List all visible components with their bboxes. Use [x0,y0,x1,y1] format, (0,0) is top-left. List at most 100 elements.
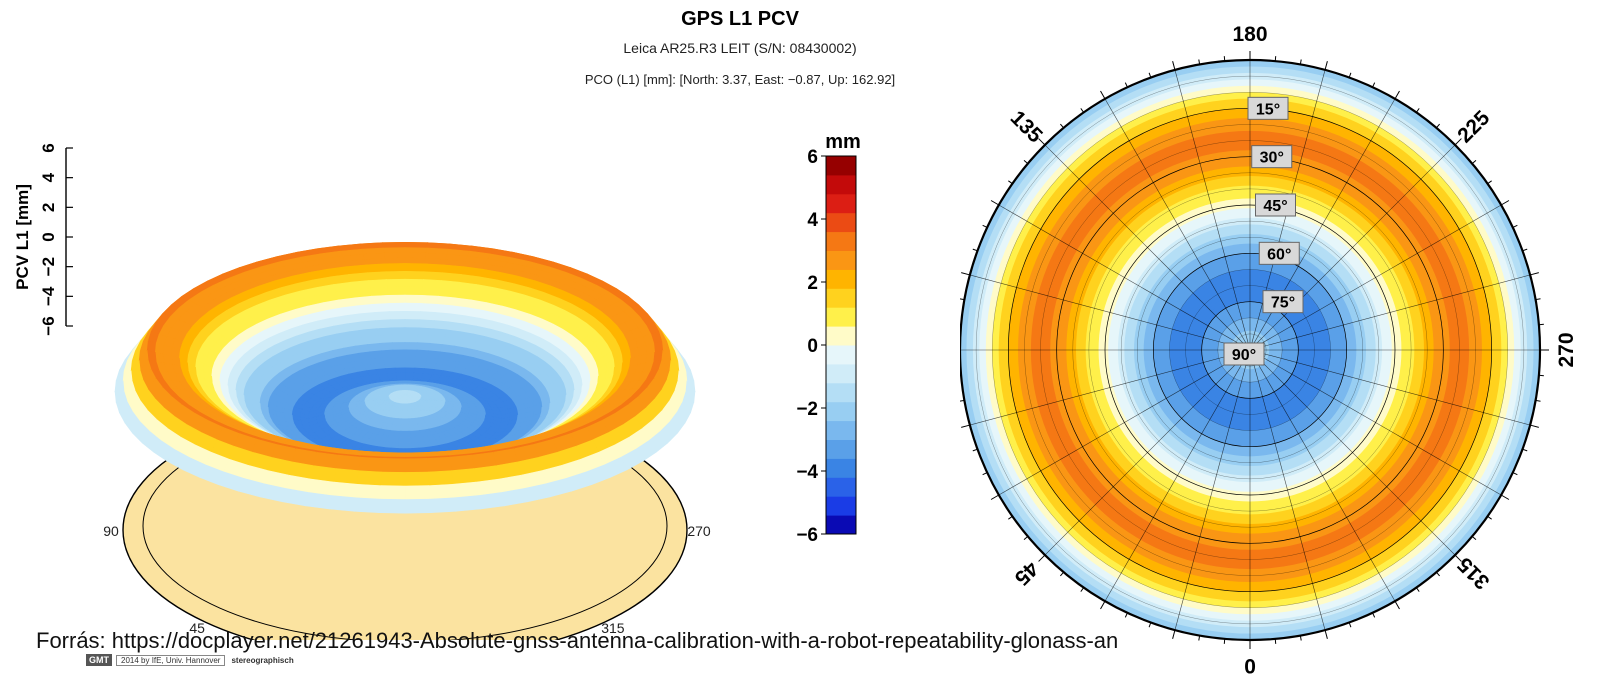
surface-facet [430,498,456,513]
surface-facet [391,443,399,449]
polar-frame-tick [1436,124,1439,128]
surface-facet [405,443,412,449]
surface-facet [400,425,405,431]
colorbar-unit: mm [825,131,861,153]
surface-facet [422,287,440,296]
surface-facet [386,271,405,279]
polar-elevation-label: 30° [1260,150,1284,167]
surface-facet [306,493,332,510]
surface-facet [429,484,454,499]
surface-facet [405,342,418,350]
surface-facet [405,335,418,343]
polar-azimuth-label: 180 [1232,26,1267,46]
surface-facet [336,455,360,471]
surface-facet [418,328,433,336]
surface-facet [415,363,426,369]
polar-frame-tick [1024,160,1028,163]
polar-frame-tick [1416,588,1419,592]
polar-frame-tick [1101,601,1106,609]
surface-facet [405,413,409,419]
colorbar-bin [826,232,856,251]
surface-facet [405,472,429,486]
surface-facet [367,272,387,281]
polar-frame-tick [1173,630,1175,639]
source-caption: Forrás: https://docplayer.net/21261943-A… [36,628,1118,654]
surface-facet [405,431,411,437]
surface-facet [380,343,393,351]
surface-facet [330,496,356,512]
surface-facet [359,457,383,472]
surface-facet [401,419,405,425]
colorbar-bin [826,421,856,440]
surface-facet [399,437,405,443]
surface-facet [370,287,388,296]
surface-facet [405,373,414,378]
polar-azimuth-label: 270 [1555,332,1578,367]
surface-facet [405,295,422,303]
surface-facet [414,368,425,374]
polar-frame-tick [1416,108,1419,112]
colorbar-tick-label: 6 [807,147,818,168]
surface-z-tick-label: −4 [39,286,58,306]
surface-facet [416,350,429,358]
surface-facet [450,455,474,471]
surface-facet [405,425,410,431]
colorbar-bin [826,383,856,402]
surface-facet [371,295,389,304]
surface-facet [392,335,405,343]
surface-facet [405,408,408,412]
polar-elevation-label: 45° [1263,198,1287,215]
surface-facet [392,437,399,443]
polar-azimuth-label: 225 [1453,106,1494,147]
colorbar-bin [826,307,856,326]
surface-facet [478,493,504,510]
surface-facet [405,419,409,425]
surface-z-tick-label: 6 [39,143,58,152]
surface-facet [380,499,405,513]
surface-facet [405,486,430,500]
colorbar-tick-label: −6 [796,525,818,546]
surface-facet [410,431,416,438]
surface-facet [396,373,405,378]
surface-facet [433,321,449,330]
projection-label: stereographisch [231,656,293,665]
gmt-logo: GMT [86,654,112,666]
surface-facet [420,303,437,312]
surface-facet [381,472,405,486]
colorbar-bin [826,402,856,421]
surface-facet [385,258,405,264]
colorbar-bin [826,251,856,270]
surface-facet [405,248,427,254]
polar-frame-tick [991,495,999,500]
surface-facet [405,303,421,311]
surface-facet [368,343,382,352]
colorbar-bin [826,345,856,364]
polar-frame-tick [1436,572,1439,576]
polar-frame-tick [1024,536,1028,539]
surface-facet [423,280,442,289]
colorbar-tick-label: −2 [796,399,818,420]
surface-facet [389,303,405,311]
surface-facet [405,357,416,363]
colorbar-bin [826,458,856,477]
surface-facet [334,469,359,485]
surface-facet [405,368,415,373]
polar-frame-tick [1472,536,1476,539]
polar-elevation-label: 60° [1267,246,1291,263]
surface-facet [403,404,405,408]
surface-facet [332,482,357,498]
surface-facet [454,496,480,512]
polar-frame-tick [961,273,970,275]
surface-facet [411,443,419,449]
surface-facet [405,363,416,369]
colorbar-bin [826,326,856,345]
polar-plot: 15°30°45°60°75°90°18013522590270453150 [960,26,1598,686]
colorbar-bin [826,194,856,213]
surface-facet [378,335,392,343]
surface-facet [428,471,452,486]
surface-facet [377,328,392,336]
surface-facet [385,368,396,374]
surface-facet [383,357,395,363]
surface-azimuth-label: 90 [103,523,119,539]
surface-facet [405,287,423,295]
